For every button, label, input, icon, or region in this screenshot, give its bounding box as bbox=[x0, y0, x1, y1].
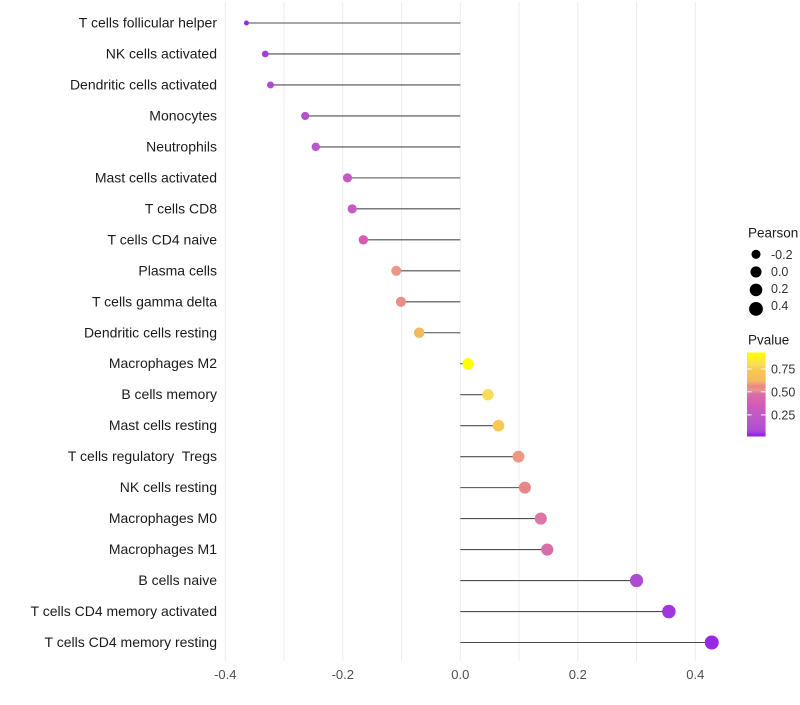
svg-text:Macrophages M0: Macrophages M0 bbox=[109, 510, 217, 526]
svg-text:-0.2: -0.2 bbox=[332, 667, 354, 682]
svg-text:T cells regulatory Tregs: T cells regulatory Tregs bbox=[68, 448, 217, 464]
svg-text:NK cells resting: NK cells resting bbox=[120, 479, 217, 495]
svg-text:0.4: 0.4 bbox=[686, 667, 704, 682]
svg-text:B cells memory: B cells memory bbox=[121, 386, 217, 402]
svg-text:Mast cells activated: Mast cells activated bbox=[95, 169, 217, 185]
svg-text:0.75: 0.75 bbox=[771, 363, 795, 377]
svg-text:0.0: 0.0 bbox=[451, 667, 469, 682]
svg-text:0.50: 0.50 bbox=[771, 385, 795, 399]
svg-text:0.4: 0.4 bbox=[771, 299, 788, 313]
svg-text:0.2: 0.2 bbox=[771, 282, 788, 296]
svg-text:-0.2: -0.2 bbox=[771, 248, 793, 262]
svg-text:B cells naive: B cells naive bbox=[138, 572, 217, 588]
svg-text:T cells CD8: T cells CD8 bbox=[145, 200, 217, 216]
svg-text:T cells follicular helper: T cells follicular helper bbox=[79, 15, 218, 31]
svg-text:Macrophages M2: Macrophages M2 bbox=[109, 355, 217, 371]
svg-text:T cells gamma delta: T cells gamma delta bbox=[92, 293, 217, 309]
svg-text:0.25: 0.25 bbox=[771, 408, 795, 422]
svg-text:T cells CD4 memory activated: T cells CD4 memory activated bbox=[31, 603, 217, 619]
svg-text:Pvalue: Pvalue bbox=[748, 333, 789, 348]
svg-text:Pearson: Pearson bbox=[748, 226, 798, 241]
svg-text:-0.4: -0.4 bbox=[214, 667, 236, 682]
svg-text:0.0: 0.0 bbox=[771, 265, 788, 279]
svg-text:T cells CD4 naive: T cells CD4 naive bbox=[108, 231, 218, 247]
svg-text:Plasma cells: Plasma cells bbox=[138, 262, 217, 278]
svg-text:Dendritic cells activated: Dendritic cells activated bbox=[70, 76, 217, 92]
svg-text:T cells CD4 memory resting: T cells CD4 memory resting bbox=[45, 634, 217, 650]
svg-text:Macrophages M1: Macrophages M1 bbox=[109, 541, 217, 557]
svg-text:0.2: 0.2 bbox=[569, 667, 587, 682]
svg-text:Dendritic cells resting: Dendritic cells resting bbox=[84, 324, 217, 340]
svg-text:NK cells activated: NK cells activated bbox=[106, 45, 217, 61]
svg-text:Neutrophils: Neutrophils bbox=[146, 138, 217, 154]
svg-text:Mast cells resting: Mast cells resting bbox=[109, 417, 217, 433]
svg-text:Monocytes: Monocytes bbox=[149, 107, 217, 123]
